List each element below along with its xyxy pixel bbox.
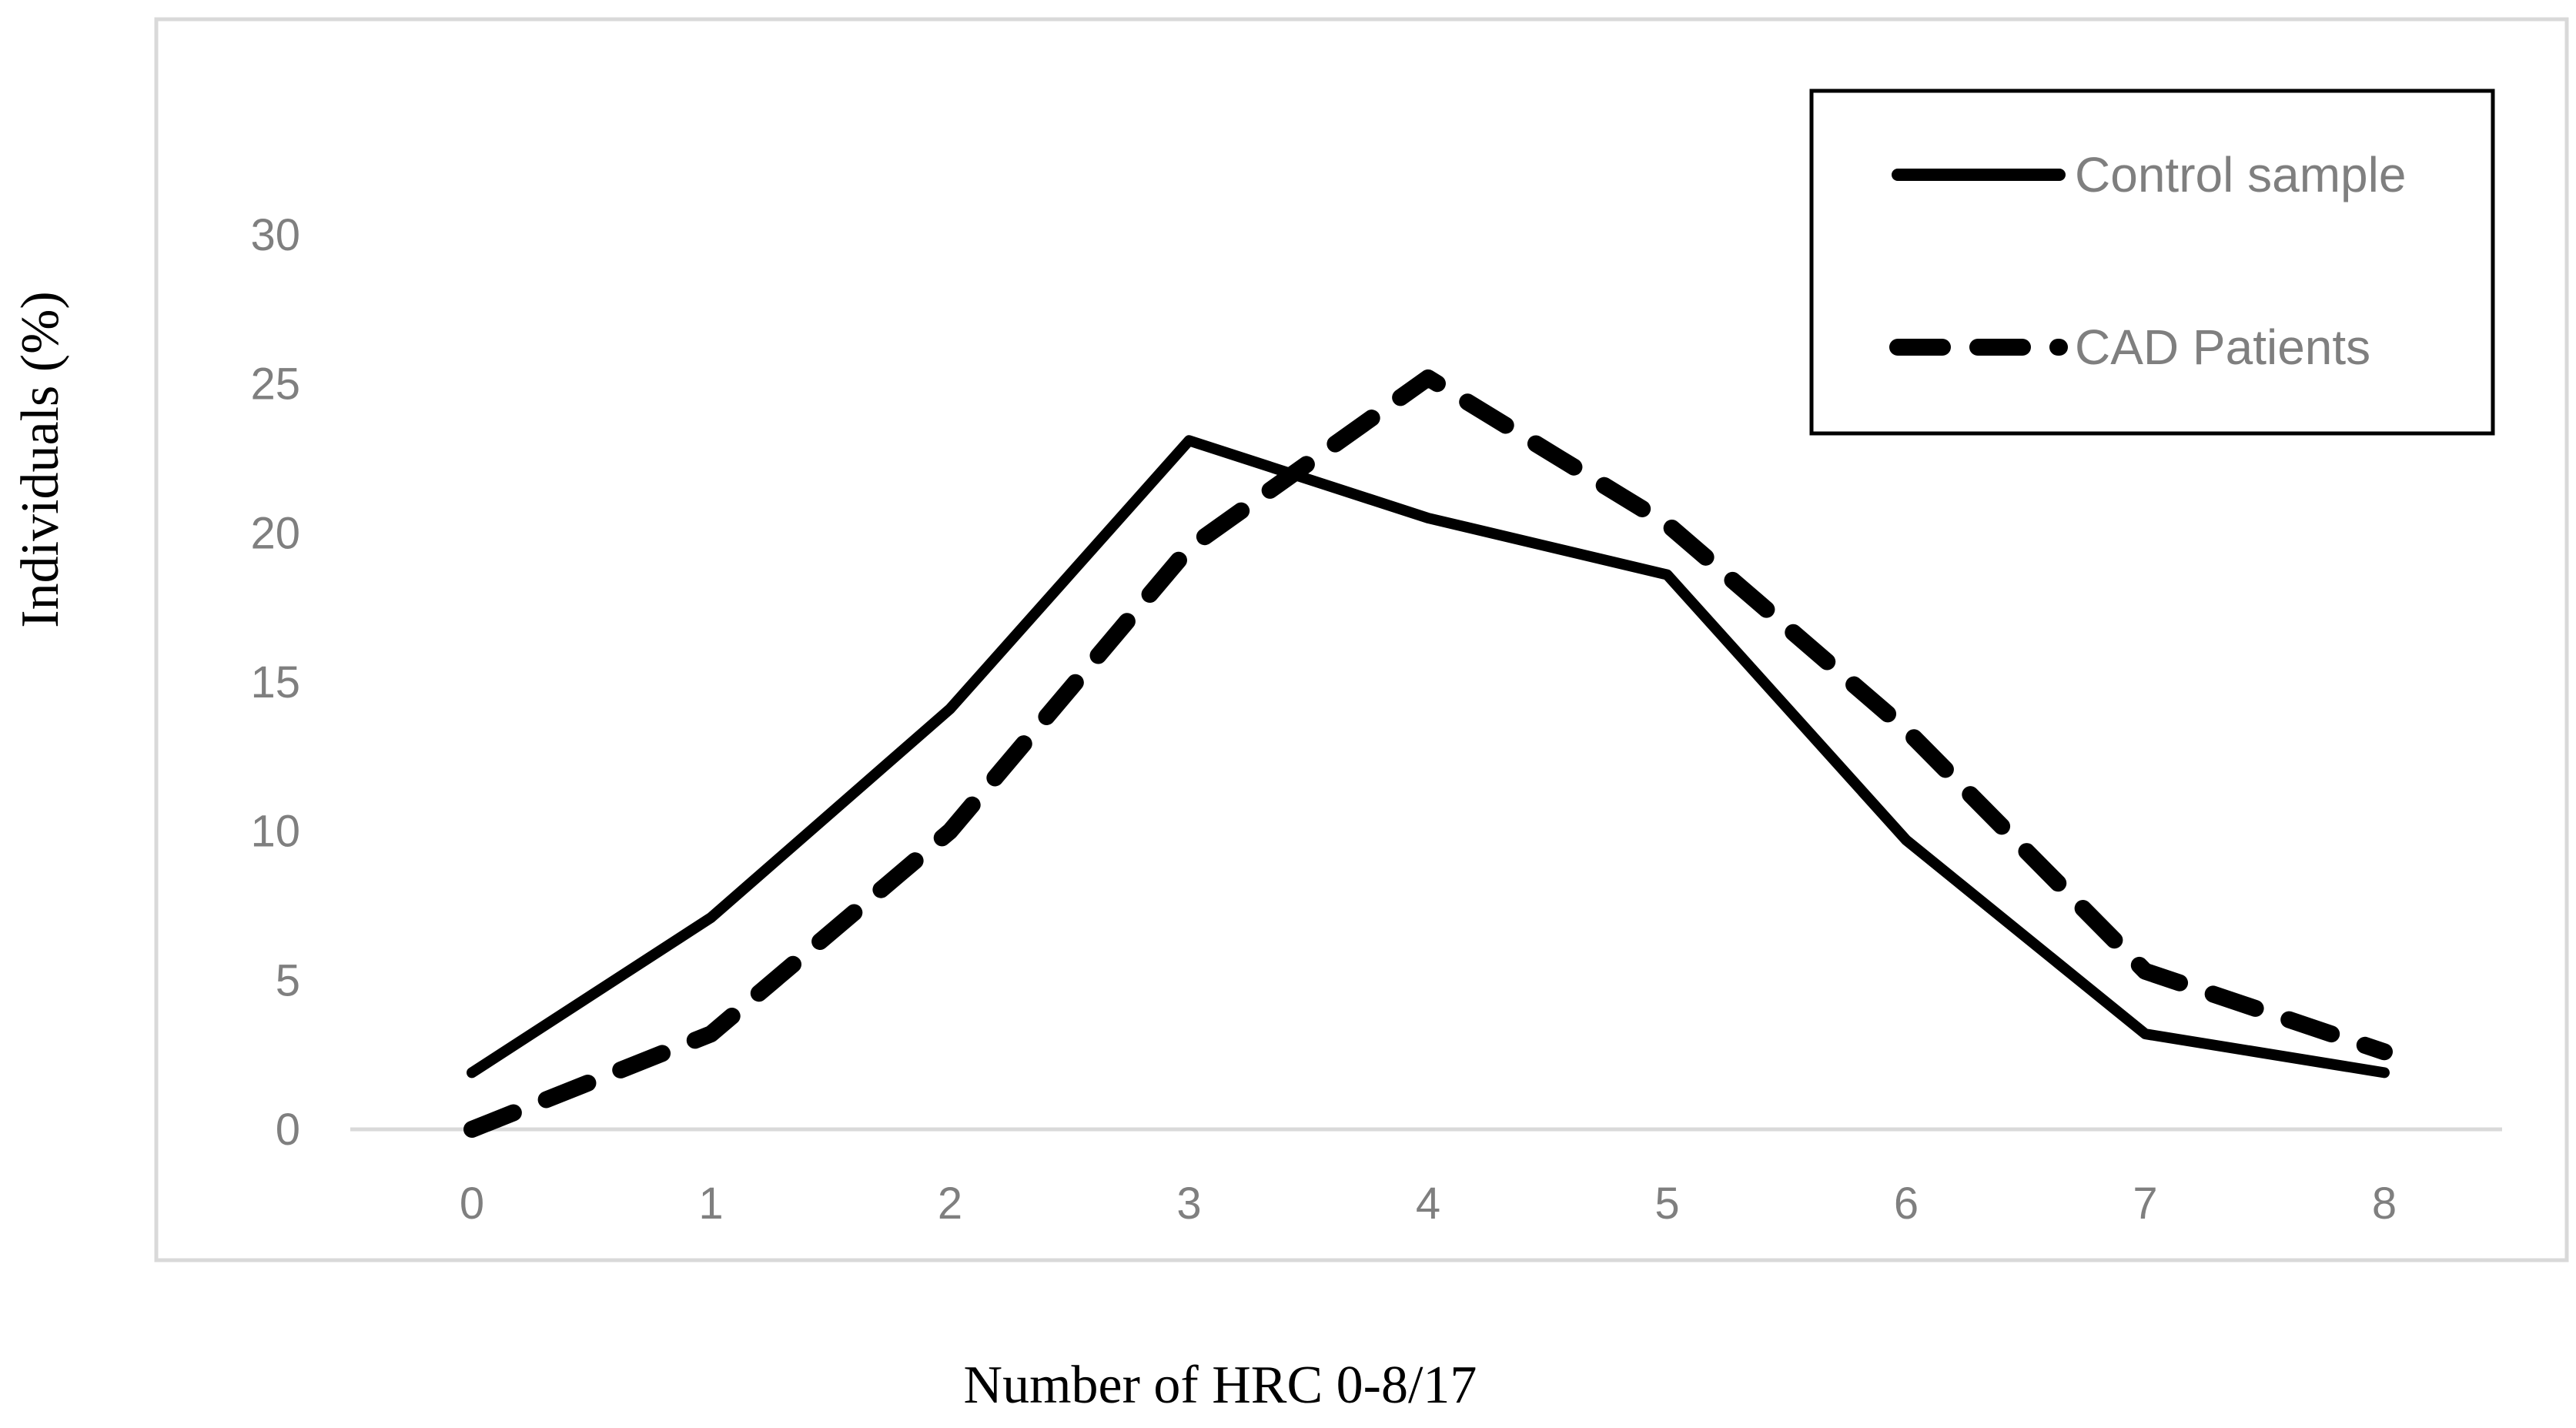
x-tick-label: 1 bbox=[698, 1179, 723, 1229]
y-axis-tick-labels: 0 5 10 15 20 25 30 bbox=[250, 210, 300, 1155]
x-tick-label: 4 bbox=[1416, 1179, 1440, 1229]
x-tick-label: 2 bbox=[938, 1179, 962, 1229]
legend-label-control-sample: Control sample bbox=[2075, 147, 2406, 202]
x-tick-label: 6 bbox=[1894, 1179, 1919, 1229]
y-tick-label: 20 bbox=[250, 508, 300, 558]
y-tick-label: 30 bbox=[250, 210, 300, 260]
y-axis-title: Individuals (%) bbox=[11, 291, 70, 627]
legend: Control sample CAD Patients bbox=[1809, 89, 2495, 436]
x-tick-label: 8 bbox=[2372, 1179, 2397, 1229]
x-tick-label: 3 bbox=[1176, 1179, 1201, 1229]
x-axis-title: Number of HRC 0-8/17 bbox=[964, 1356, 1477, 1415]
y-tick-label: 5 bbox=[276, 955, 300, 1005]
x-tick-label: 5 bbox=[1654, 1179, 1679, 1229]
x-tick-label: 7 bbox=[2133, 1179, 2157, 1229]
y-tick-label: 15 bbox=[250, 657, 300, 707]
y-tick-label: 10 bbox=[250, 807, 300, 857]
x-tick-label: 0 bbox=[460, 1179, 484, 1229]
series-line-cad-patients bbox=[463, 369, 2393, 1138]
legend-box bbox=[1809, 89, 2495, 436]
legend-label-cad-patients: CAD Patients bbox=[2075, 319, 2370, 375]
series-lines bbox=[463, 369, 2393, 1138]
y-tick-label: 0 bbox=[276, 1105, 300, 1155]
x-axis-tick-labels: 0 1 2 3 4 5 6 7 8 bbox=[460, 1179, 2397, 1229]
y-tick-label: 25 bbox=[250, 360, 300, 410]
series-line-control-sample bbox=[467, 435, 2390, 1079]
